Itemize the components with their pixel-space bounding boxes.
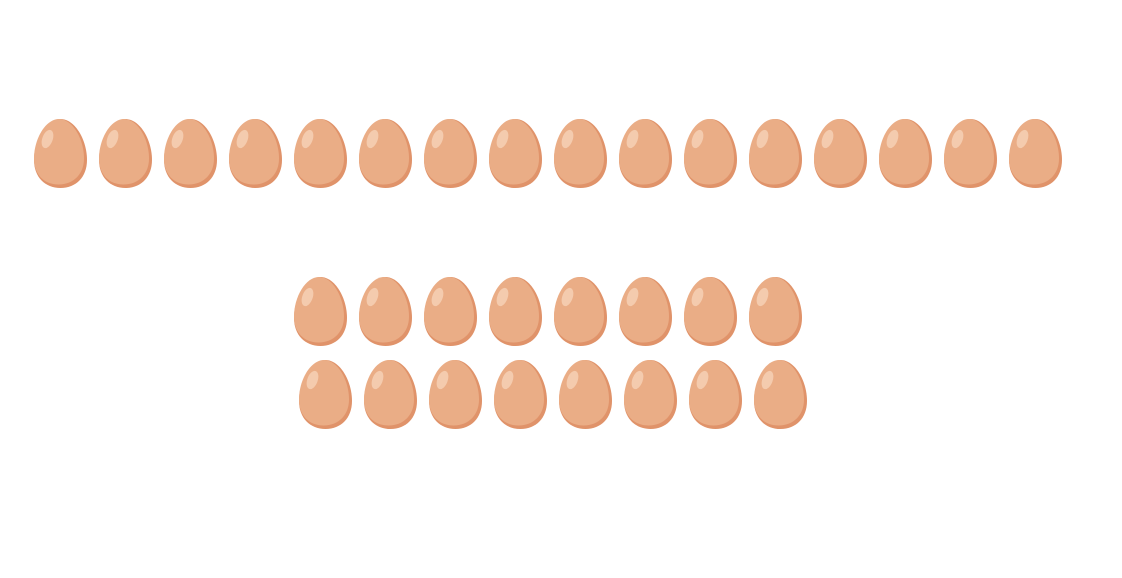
egg-row-top <box>33 118 1063 189</box>
egg-icon <box>423 118 478 189</box>
egg-icon <box>753 359 808 430</box>
egg-icon <box>748 118 803 189</box>
egg-icon <box>298 359 353 430</box>
egg-icon <box>363 359 418 430</box>
egg-icon <box>878 118 933 189</box>
egg-icon <box>228 118 283 189</box>
egg-icon <box>553 276 608 347</box>
egg-icon <box>293 276 348 347</box>
egg-icon <box>493 359 548 430</box>
egg-icon <box>293 118 348 189</box>
egg-icon <box>98 118 153 189</box>
egg-icon <box>748 276 803 347</box>
egg-icon <box>813 118 868 189</box>
egg-icon <box>688 359 743 430</box>
egg-icon <box>488 276 543 347</box>
egg-icon <box>618 118 673 189</box>
egg-icon <box>33 118 88 189</box>
egg-row-middle <box>293 276 803 347</box>
egg-icon <box>558 359 613 430</box>
egg-row-bottom <box>298 359 808 430</box>
egg-icon <box>163 118 218 189</box>
egg-icon <box>358 276 413 347</box>
egg-icon <box>618 276 673 347</box>
egg-icon <box>683 118 738 189</box>
egg-icon <box>683 276 738 347</box>
egg-icon <box>623 359 678 430</box>
egg-icon <box>488 118 543 189</box>
egg-icon <box>1008 118 1063 189</box>
egg-icon <box>358 118 413 189</box>
egg-icon <box>553 118 608 189</box>
egg-icon <box>423 276 478 347</box>
egg-icon <box>943 118 998 189</box>
egg-icon <box>428 359 483 430</box>
